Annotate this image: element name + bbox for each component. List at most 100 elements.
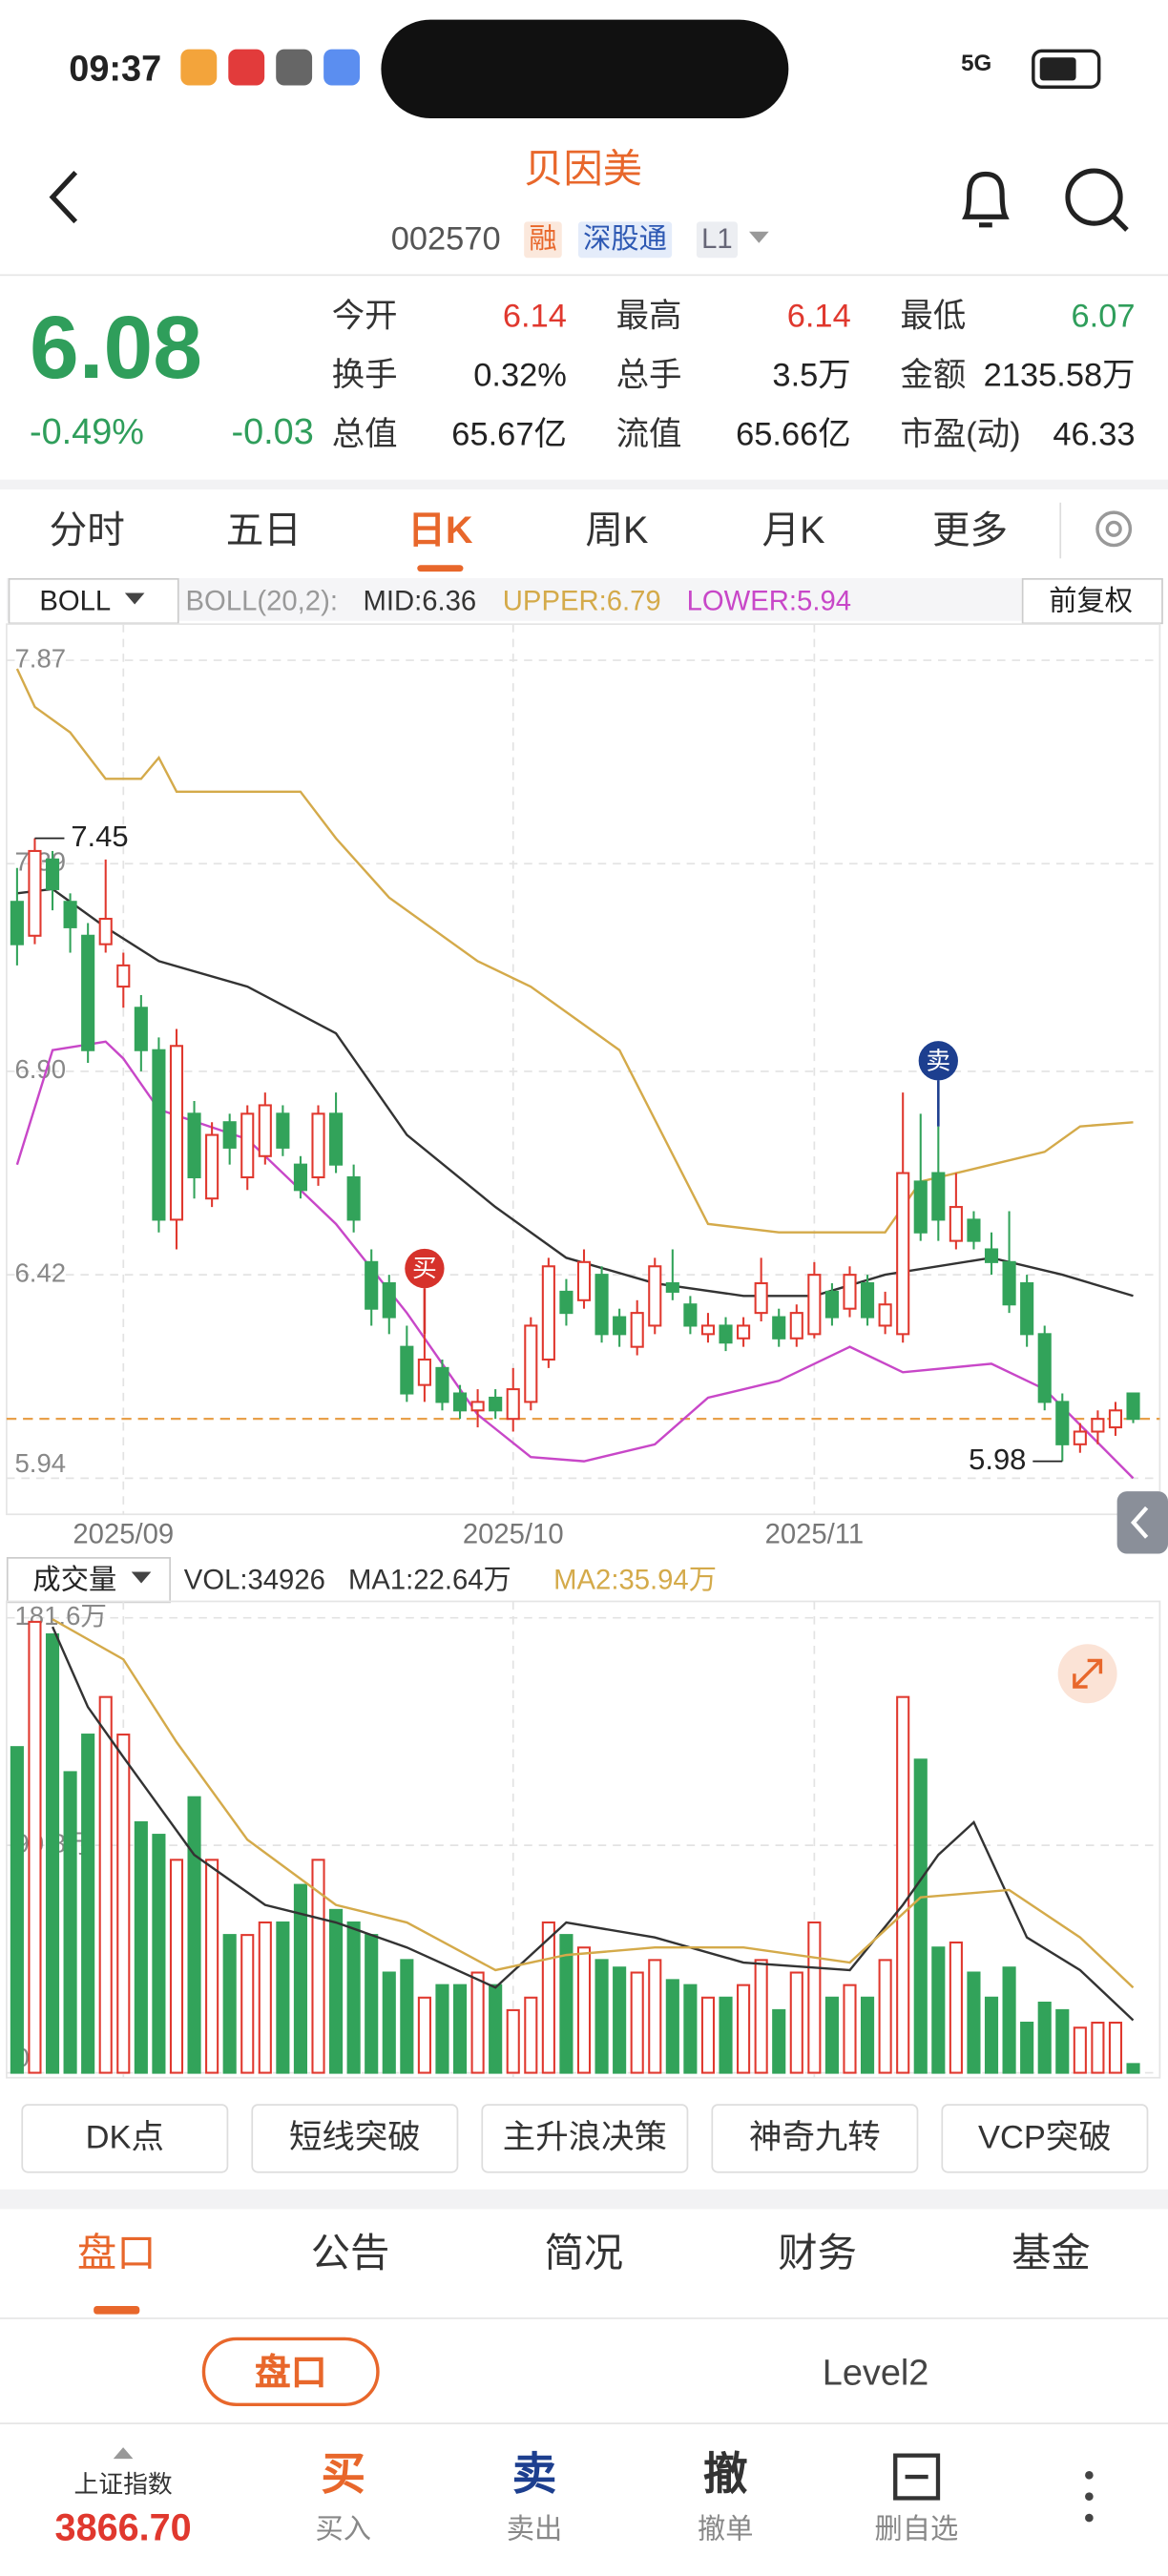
candle-body: [400, 1345, 414, 1395]
change-percent: -0.49%: [29, 410, 145, 452]
candle-body: [524, 1324, 538, 1403]
search-button[interactable]: [1061, 164, 1134, 237]
collapse-tab[interactable]: [1116, 1491, 1168, 1554]
settings-button[interactable]: [1091, 506, 1137, 551]
period-tab[interactable]: 更多: [931, 508, 1009, 551]
volume-bar: [382, 1971, 396, 2074]
alert-button[interactable]: [952, 164, 1018, 237]
period-tab[interactable]: 日K: [407, 508, 473, 551]
period-tab[interactable]: 周K: [585, 508, 649, 551]
volume-bar: [1002, 1966, 1016, 2074]
action-icon[interactable]: 卖: [511, 2449, 557, 2500]
action-icon[interactable]: 买: [321, 2449, 366, 2500]
adjust-button[interactable]: [1021, 577, 1163, 625]
volume-bar: [489, 1984, 503, 2074]
index-name[interactable]: 上证指数: [73, 2471, 173, 2500]
divider: [0, 2317, 1168, 2319]
candle-body: [81, 934, 95, 1051]
strategy-button[interactable]: 神奇九转: [711, 2104, 919, 2173]
candle-body: [683, 1303, 698, 1327]
strategy-button[interactable]: DK点: [21, 2104, 229, 2173]
collapse-arrow: [1130, 1506, 1149, 1539]
x-tick-label: 2025/10: [463, 1519, 564, 1549]
detail-tab[interactable]: 财务: [778, 2232, 857, 2277]
volume-bar: [878, 1959, 892, 2074]
expand-icon: [1073, 1658, 1103, 1689]
y-tick-label: 181.6万: [14, 1601, 106, 1631]
detail-tab[interactable]: 公告: [310, 2232, 390, 2277]
volume-bar: [169, 1859, 184, 2074]
detail-tab[interactable]: 简况: [544, 2232, 624, 2277]
action-label[interactable]: 撤单: [697, 2513, 754, 2545]
indicator-line: [52, 1618, 1135, 1989]
volume-bar: [896, 1695, 910, 2074]
y-tick-label: 6.42: [14, 1257, 66, 1287]
candle-body: [860, 1282, 875, 1319]
candle-body: [665, 1282, 679, 1293]
app-icon: [323, 49, 361, 86]
active-indicator: [94, 2306, 140, 2315]
dropdown-arrow[interactable]: [747, 230, 770, 246]
dynamic-island: [381, 19, 789, 118]
stat-value: 6.14: [502, 299, 567, 336]
back-button[interactable]: [43, 168, 86, 227]
candle-body: [967, 1218, 981, 1242]
volume-bar: [1126, 2063, 1140, 2074]
candle-body: [913, 1180, 928, 1234]
indicator-selector[interactable]: [8, 577, 179, 625]
stat-label: 最高: [615, 299, 682, 336]
candle-body: [824, 1290, 839, 1319]
volume-bar: [613, 1966, 627, 2074]
stat-value: 65.66亿: [736, 417, 851, 454]
volume-bar: [700, 1996, 716, 2074]
action-label[interactable]: 买入: [315, 2513, 372, 2545]
sub-tab[interactable]: 盘口: [254, 2352, 327, 2394]
expand-button[interactable]: [1057, 1644, 1117, 1704]
strategy-button[interactable]: 短线突破: [251, 2104, 459, 2173]
candle-body: [63, 901, 77, 928]
volume-bar: [63, 1771, 77, 2074]
strategy-button[interactable]: VCP突破: [941, 2104, 1149, 2173]
detail-tab[interactable]: 盘口: [76, 2232, 156, 2277]
period-tab[interactable]: 分时: [49, 508, 125, 551]
candle-body: [630, 1312, 644, 1348]
index-value[interactable]: 3866.70: [54, 2505, 192, 2548]
candle-body: [293, 1163, 308, 1192]
volume-bar: [205, 1859, 219, 2074]
spacer: [0, 2189, 1168, 2210]
network-label: 5G: [961, 49, 992, 76]
volume-bar: [222, 1934, 237, 2074]
stat-value: 0.32%: [473, 358, 567, 395]
signal-marker: [918, 1041, 958, 1081]
action-label[interactable]: 卖出: [506, 2513, 563, 2545]
divider: [0, 274, 1168, 277]
period-tab[interactable]: 月K: [761, 508, 825, 551]
volume-bar: [452, 1984, 468, 2074]
volume-bar: [843, 1984, 857, 2074]
stat-value: 6.07: [1071, 299, 1136, 336]
volume-bar: [967, 1971, 981, 2074]
volume-bar: [98, 1695, 113, 2074]
action-icon[interactable]: 撤: [702, 2449, 748, 2500]
action-label[interactable]: 删自选: [874, 2513, 959, 2545]
remove-watch-icon[interactable]: [892, 2452, 942, 2502]
candle-body: [843, 1274, 857, 1310]
volume-bar: [258, 1921, 272, 2074]
strategy-button[interactable]: 主升浪决策: [481, 2104, 689, 2173]
candle-body: [700, 1324, 716, 1336]
volume-bar: [311, 1859, 325, 2074]
x-tick-label: 2025/11: [765, 1519, 865, 1549]
volume-bar: [754, 1959, 768, 2074]
volume-name: 成交量: [32, 1564, 117, 1596]
candle-body: [878, 1303, 892, 1327]
volume-bar: [559, 1934, 574, 2074]
separator: [1059, 502, 1062, 559]
sub-tab[interactable]: Level2: [822, 2352, 929, 2394]
period-tab[interactable]: 五日: [225, 508, 302, 551]
detail-tab[interactable]: 基金: [1012, 2232, 1091, 2277]
tag: 融: [524, 221, 562, 259]
volume-bar: [913, 1758, 928, 2074]
more-button[interactable]: [1079, 2468, 1099, 2524]
sub-tab-pill[interactable]: [201, 2337, 380, 2407]
x-tick-label: 2025/09: [73, 1519, 174, 1549]
